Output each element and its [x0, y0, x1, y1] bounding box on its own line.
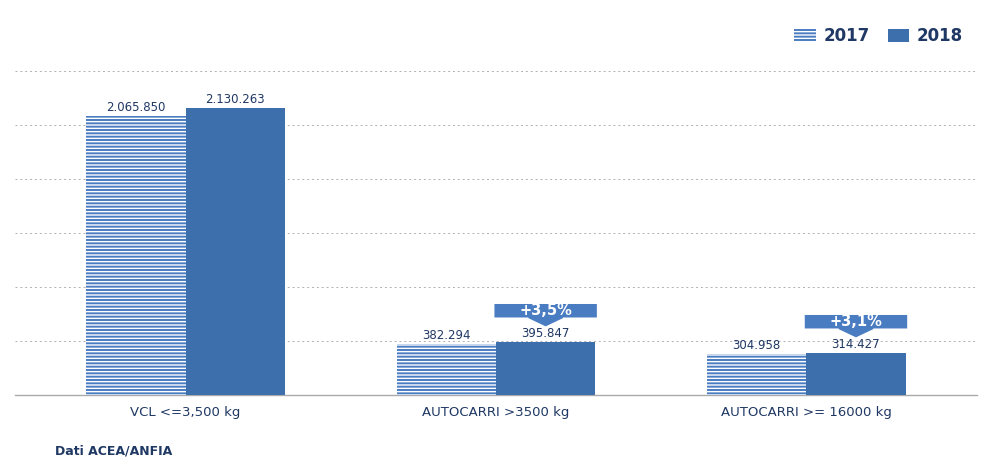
Bar — [496, 342, 595, 395]
Bar — [806, 353, 906, 395]
Text: 382.294: 382.294 — [423, 328, 470, 341]
Polygon shape — [529, 317, 562, 326]
FancyBboxPatch shape — [805, 315, 907, 328]
Text: Dati ACEA/ANFIA: Dati ACEA/ANFIA — [55, 444, 172, 457]
Text: +3,5%: +3,5% — [519, 303, 572, 318]
Text: 395.847: 395.847 — [522, 327, 569, 340]
Text: 314.427: 314.427 — [831, 338, 880, 351]
Text: 2.130.263: 2.130.263 — [205, 93, 265, 106]
Text: 304.958: 304.958 — [732, 339, 781, 352]
Text: +3,1%: +3,1% — [829, 314, 883, 329]
Bar — [707, 354, 806, 395]
Text: 2.065.850: 2.065.850 — [106, 102, 166, 115]
Bar — [86, 116, 186, 395]
FancyBboxPatch shape — [494, 304, 597, 317]
Polygon shape — [839, 328, 873, 336]
Bar — [186, 108, 285, 395]
Bar — [397, 344, 496, 395]
Legend: 2017, 2018: 2017, 2018 — [789, 21, 969, 51]
